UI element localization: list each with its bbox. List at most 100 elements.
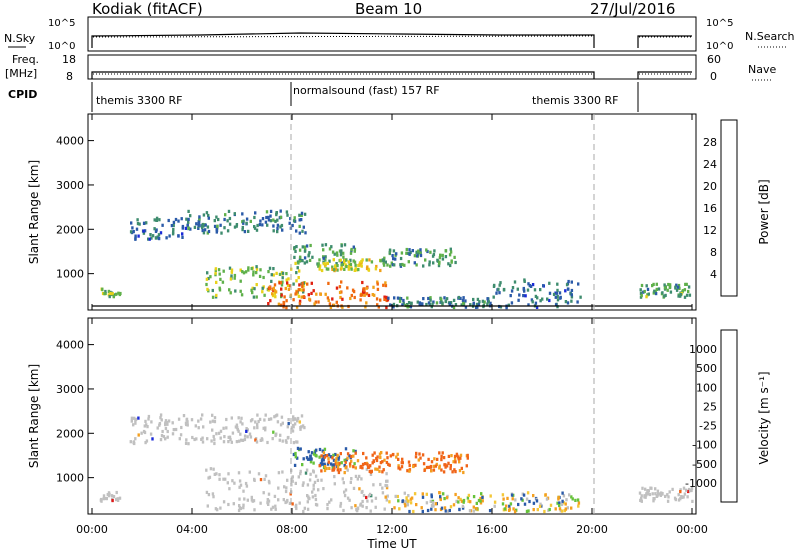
range-cell (394, 257, 397, 261)
range-cell (211, 419, 215, 423)
range-cell (200, 437, 203, 441)
range-cell (167, 419, 171, 423)
range-cell (331, 267, 334, 271)
range-cell (501, 493, 505, 497)
range-cell (181, 232, 184, 236)
range-cell (366, 499, 369, 503)
range-cell (532, 508, 535, 512)
range-cell (646, 293, 649, 297)
range-cell (425, 248, 428, 252)
range-cell (328, 302, 332, 306)
range-cell (302, 284, 305, 288)
range-cell (326, 462, 330, 466)
range-cell (691, 499, 694, 503)
range-cell (212, 495, 215, 499)
range-cell (239, 438, 243, 442)
range-cell (300, 218, 303, 222)
range-cell (306, 282, 309, 286)
range-cell (326, 261, 329, 265)
range-cell (464, 299, 467, 303)
range-cell (314, 493, 317, 498)
range-cell (666, 499, 670, 503)
range-cell (284, 439, 288, 443)
range-cell (432, 464, 436, 468)
range-cell (291, 475, 294, 479)
range-cell (528, 499, 531, 504)
range-cell (290, 426, 294, 430)
range-cell (160, 418, 163, 422)
range-cell (227, 209, 231, 213)
range-cell (363, 291, 366, 295)
range-cell (359, 502, 363, 506)
x-tick-label: 20:00 (576, 523, 608, 536)
range-cell (286, 498, 289, 503)
range-cell (305, 468, 309, 472)
range-cell (350, 454, 353, 459)
range-cell (685, 293, 689, 297)
range-cell (298, 224, 301, 228)
range-cell (283, 485, 286, 489)
range-cell (396, 452, 399, 456)
range-cell (652, 499, 655, 503)
range-cell (258, 223, 262, 227)
range-cell (382, 259, 386, 263)
range-cell (310, 451, 314, 455)
range-cell (286, 425, 289, 429)
range-cell (309, 460, 313, 464)
range-cell (486, 297, 489, 301)
range-cell (298, 213, 301, 217)
range-cell (343, 490, 346, 494)
range-cell (301, 463, 304, 467)
range-cell (164, 426, 168, 431)
range-cell (343, 458, 346, 462)
range-cell (346, 286, 349, 290)
range-cell (249, 419, 253, 423)
range-cell (109, 291, 112, 296)
range-cell (274, 507, 277, 511)
range-cell (242, 503, 245, 507)
range-cell (394, 494, 397, 498)
range-cell (107, 293, 111, 297)
range-cell (242, 489, 245, 493)
range-cell (683, 295, 687, 299)
range-cell (197, 226, 200, 230)
range-cell (228, 487, 231, 491)
range-cell (209, 275, 212, 279)
freq-trace (91, 71, 692, 79)
range-cell (342, 481, 345, 485)
range-cell (354, 451, 357, 455)
range-cell (318, 258, 321, 262)
range-cell (271, 437, 274, 441)
range-cell (561, 499, 564, 503)
range-cell (239, 506, 242, 511)
range-cell (430, 493, 433, 497)
range-cell (267, 417, 271, 421)
range-cell (331, 463, 334, 467)
range-cell (213, 224, 217, 228)
range-cell (157, 236, 160, 240)
cpid-panel: CPID themis 3300 RF normalsound (fast) 1… (8, 82, 639, 112)
range-cell (187, 209, 190, 213)
range-cell (291, 479, 294, 483)
range-cell (301, 259, 304, 263)
range-cell (250, 495, 253, 499)
range-cell (300, 414, 304, 418)
range-cell (331, 468, 334, 472)
range-cell (432, 504, 435, 508)
range-cell (257, 472, 261, 476)
range-cell (577, 282, 580, 286)
range-cell (501, 502, 505, 506)
range-cell (521, 492, 524, 496)
range-cell (685, 488, 688, 492)
range-cell (295, 229, 298, 233)
range-cell (488, 509, 492, 513)
range-cell (535, 499, 539, 503)
range-cell (134, 421, 137, 425)
range-cell (552, 292, 556, 296)
range-cell (230, 416, 233, 420)
range-cell (185, 438, 188, 442)
range-cell (323, 465, 327, 469)
range-cell (460, 303, 463, 307)
range-cell (168, 234, 171, 238)
